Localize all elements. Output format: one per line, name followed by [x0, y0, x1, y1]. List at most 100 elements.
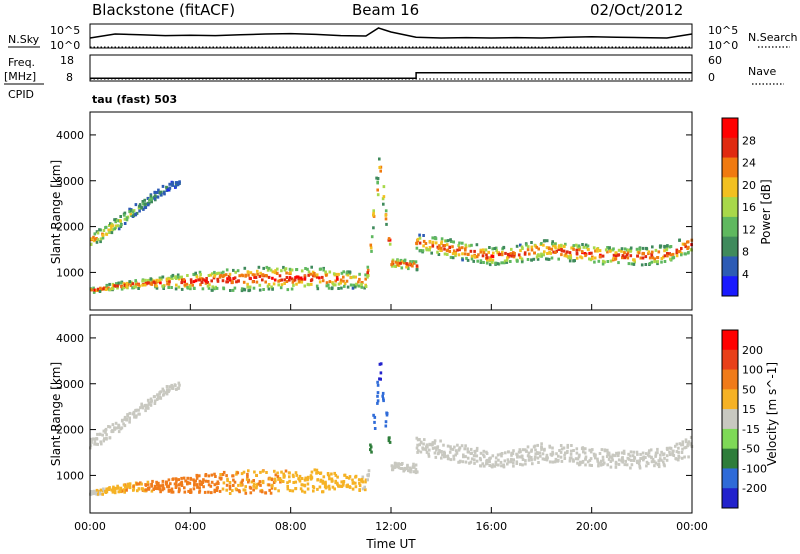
heatmap-cell-band-3 [488, 460, 491, 464]
heatmap-cell-band-3 [431, 242, 435, 246]
heatmap-cell-band-3 [482, 248, 485, 252]
heatmap-cell-band-1 [303, 284, 307, 288]
heatmap-cell-band-1 [268, 488, 271, 492]
heatmap-cell-band-1 [240, 289, 244, 293]
heatmap-cell-band-1 [234, 487, 238, 491]
heatmap-cell-band-3 [449, 238, 452, 242]
heatmap-cell-band-1 [334, 283, 337, 287]
heatmap-cell-band-1 [247, 273, 250, 277]
heatmap-cell-band-2 [114, 421, 118, 425]
heatmap-cell-band-1 [158, 487, 162, 491]
heatmap-cell-band-3 [656, 260, 659, 264]
heatmap-cell-band-3 [584, 463, 587, 467]
heatmap-cell-band-1 [128, 281, 131, 285]
heatmap-cell-band-3 [684, 445, 688, 449]
heatmap-cell-band-1 [195, 483, 199, 487]
heatmap-cell-band-3 [635, 459, 639, 463]
heatmap-cell-band-3 [648, 449, 651, 453]
heatmap-cell-band-1 [123, 490, 126, 494]
heatmap-cell-band-3 [559, 455, 563, 459]
heatmap-cell-band-3 [678, 238, 681, 242]
heatmap-cell-band-3 [505, 260, 509, 264]
heatmap-cell-band-3 [576, 461, 579, 465]
heatmap-cell-band-1 [259, 470, 262, 474]
heatmap-cell-band-1 [267, 283, 271, 286]
heatmap-cell-band-2 [173, 383, 177, 387]
heatmap-cell-band-1 [234, 270, 237, 274]
heatmap-cell-band-1 [358, 484, 362, 488]
heatmap-cell-band-1 [104, 491, 108, 494]
heatmap-cell-band-1 [403, 468, 407, 472]
heatmap-cell-band-1 [231, 489, 234, 493]
heatmap-cell-band-1 [233, 286, 237, 290]
heatmap-cell-band-1 [267, 483, 271, 487]
heatmap-cell-band-1 [273, 270, 277, 274]
heatmap-cell-band-1 [158, 276, 162, 280]
heatmap-cell-band-1 [370, 235, 374, 239]
heatmap-cell-band-3 [683, 446, 686, 450]
heatmap-cell-band-1 [219, 274, 222, 278]
heatmap-cell-band-3 [505, 258, 509, 262]
heatmap-cell-band-3 [425, 248, 429, 252]
heatmap-cell-band-3 [687, 455, 690, 459]
heatmap-cell-band-3 [443, 455, 446, 459]
heatmap-cell-band-1 [322, 268, 325, 272]
heatmap-cell-band-1 [244, 491, 248, 495]
heatmap-cell-band-2 [176, 386, 180, 390]
heatmap-cell-band-1 [264, 280, 267, 284]
heatmap-cell-band-1 [405, 467, 409, 470]
xtick-label: 04:00 [174, 520, 206, 533]
heatmap-cell-band-1 [182, 278, 186, 282]
heatmap-cell-band-1 [330, 477, 334, 481]
heatmap-cell-band-2 [177, 381, 181, 385]
heatmap-cell-band-1 [384, 213, 388, 217]
heatmap-cell-band-1 [306, 477, 309, 481]
heatmap-cell-band-3 [592, 452, 596, 456]
heatmap-cell-band-3 [587, 248, 590, 252]
heatmap-cell-band-1 [188, 481, 192, 485]
heatmap-cell-band-2 [128, 207, 131, 211]
heatmap-cell-band-1 [125, 488, 128, 492]
heatmap-cell-band-1 [167, 478, 171, 482]
heatmap-cell-band-1 [394, 260, 398, 264]
heatmap-cell-band-3 [552, 250, 555, 254]
heatmap-cell-band-2 [131, 412, 135, 416]
heatmap-cell-band-1 [206, 284, 210, 288]
heatmap-cell-band-3 [559, 450, 563, 454]
heatmap-cell-band-1 [259, 483, 262, 487]
heatmap-cell-band-2 [140, 402, 143, 406]
heatmap-cell-band-1 [125, 285, 129, 289]
heatmap-cell-band-1 [273, 477, 277, 481]
heatmap-cell-band-1 [228, 481, 232, 484]
heatmap-cell-band-1 [376, 394, 379, 398]
heatmap-cell-band-1 [171, 477, 174, 481]
heatmap-cell-band-3 [540, 445, 543, 449]
heatmap-cell-band-3 [533, 251, 536, 255]
heatmap-cell-band-1 [328, 270, 332, 274]
heatmap-cell-band-2 [102, 229, 106, 232]
heatmap-cell-band-1 [360, 282, 363, 286]
heatmap-cell-band-1 [270, 285, 273, 289]
heatmap-cell-band-3 [454, 453, 457, 457]
freq-ytick-top: 18 [60, 54, 74, 67]
heatmap-cell-band-3 [641, 256, 645, 260]
heatmap-cell-band-2 [168, 182, 171, 186]
heatmap-cell-band-2 [107, 425, 110, 428]
colorbar-tick-label: 28 [742, 134, 756, 147]
heatmap-cell-band-1 [279, 480, 282, 484]
heatmap-cell-band-1 [261, 273, 265, 277]
heatmap-cell-band-1 [246, 475, 249, 479]
heatmap-cell-band-1 [251, 273, 255, 277]
heatmap-cell-band-1 [354, 485, 358, 489]
heatmap-cell-band-1 [231, 288, 235, 292]
heatmap-cell-band-3 [488, 246, 491, 249]
heatmap-cell-band-1 [327, 474, 331, 478]
heatmap-cell-band-1 [247, 469, 250, 473]
heatmap-cell-band-3 [476, 259, 479, 263]
heatmap-cell-band-1 [198, 490, 201, 494]
heatmap-cell-band-2 [123, 213, 126, 217]
heatmap-cell-band-3 [556, 459, 560, 463]
heatmap-cell-band-2 [137, 206, 141, 210]
heatmap-cell-band-2 [156, 195, 160, 199]
heatmap-cell-band-1 [318, 276, 321, 280]
